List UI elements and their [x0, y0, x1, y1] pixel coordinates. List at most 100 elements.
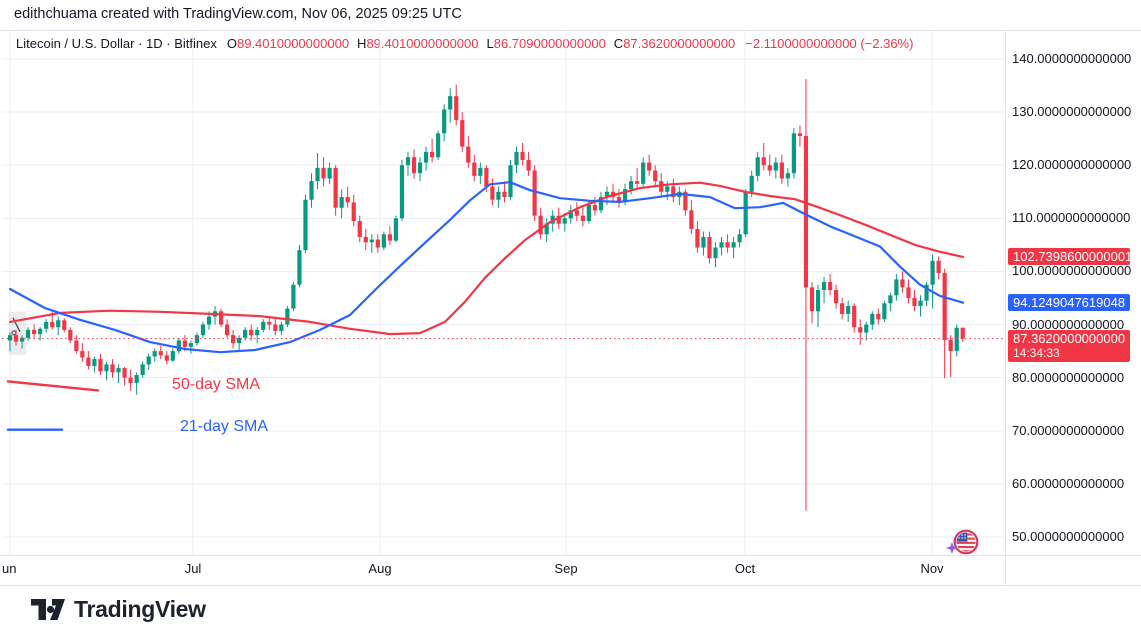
sparkle-icon	[946, 542, 958, 554]
frame-bottom-border	[0, 585, 1141, 586]
candle-body	[484, 167, 489, 187]
candle-body	[339, 197, 344, 208]
candle-body	[912, 297, 917, 306]
candle-body	[200, 324, 206, 336]
candle-body	[948, 339, 953, 352]
candle-body	[556, 215, 561, 224]
candle-body	[695, 228, 700, 248]
sma50-line	[8, 181, 965, 336]
candle-body	[297, 250, 302, 285]
candle-body	[490, 186, 495, 200]
candle-body	[707, 236, 712, 259]
trendline-drawings[interactable]	[6, 311, 100, 431]
candle-body	[321, 167, 326, 179]
event-marker-icon[interactable]	[946, 529, 979, 555]
candle-body	[98, 359, 103, 372]
candle-body	[7, 335, 13, 341]
candle-body	[586, 205, 591, 221]
candle-body	[261, 321, 266, 330]
candle-body	[62, 320, 67, 330]
candle-body	[562, 218, 567, 224]
price-axis-label: 140.0000000000000	[1012, 51, 1132, 66]
candle-body	[363, 236, 368, 243]
candle-body	[834, 290, 839, 304]
candle-body	[821, 282, 827, 291]
price-axis-label: 100.0000000000000	[1012, 263, 1132, 279]
last-price-badge: 87.3620000000000 14:34:33	[1008, 329, 1130, 362]
candle-body	[237, 337, 242, 344]
grid-lines	[2, 30, 1005, 555]
open-value: 89.4010000000000	[236, 36, 350, 51]
candle-body	[713, 247, 718, 259]
sma21-line	[8, 181, 965, 354]
candle-body	[417, 162, 423, 174]
candle-body	[930, 260, 935, 285]
candle-body	[906, 287, 911, 298]
candle-body	[194, 335, 200, 344]
candle-body	[206, 316, 212, 325]
time-axis-label: Nov	[920, 561, 944, 576]
high-value: 89.4010000000000	[366, 36, 479, 51]
candle-body	[164, 355, 169, 361]
candle-body	[520, 151, 525, 160]
candle-body	[894, 279, 899, 296]
tradingview-logo-icon	[31, 599, 65, 620]
tradingview-logo[interactable]: TradingView	[30, 596, 206, 623]
time-axis[interactable]: un Jul Aug Sep Oct Nov	[0, 555, 1005, 585]
candle-body	[580, 215, 585, 221]
candle-body	[170, 351, 175, 361]
candle-body	[876, 313, 881, 320]
candle-body	[423, 151, 429, 163]
symbol-title[interactable]: Litecoin / U.S. Dollar · 1D · Bitfinex	[16, 36, 217, 51]
candle-body	[785, 173, 790, 179]
candle-body	[411, 157, 417, 174]
candle-body	[840, 303, 845, 314]
candle-body	[942, 273, 947, 340]
candle-body	[574, 210, 579, 216]
bar-countdown: 14:34:33	[1013, 345, 1060, 360]
candle-body	[279, 324, 284, 331]
trendline[interactable]	[6, 380, 100, 392]
candle-body	[767, 165, 772, 171]
candle-body	[38, 328, 43, 335]
candle-body	[399, 165, 405, 219]
candle-body	[809, 287, 815, 312]
candle-body	[146, 356, 151, 365]
candle-body	[303, 199, 308, 251]
candle-body	[598, 197, 604, 211]
candle-body	[44, 321, 49, 329]
candle-body	[345, 197, 350, 203]
candle-body	[544, 223, 549, 235]
candle-body	[74, 340, 79, 352]
candle-body	[870, 313, 875, 325]
candle-body	[86, 357, 91, 366]
candle-body	[255, 329, 260, 336]
last-price-value: 87.3620000000000	[1013, 330, 1126, 346]
candle-body	[134, 375, 139, 383]
candle-body	[858, 327, 863, 333]
candle-body	[405, 157, 411, 166]
candle-body	[267, 321, 272, 325]
candle-body	[387, 234, 392, 241]
change-value: −2.1100000000000 (−2.36%)	[745, 36, 914, 51]
price-axis-label: 60.0000000000000	[1012, 475, 1125, 491]
candle-body	[436, 133, 441, 158]
candle-body	[122, 368, 127, 378]
candle-body	[635, 181, 640, 184]
time-axis-label: Oct	[734, 561, 756, 576]
candle-body	[285, 308, 290, 325]
candle-body	[381, 234, 386, 248]
symbol-header[interactable]: Litecoin / U.S. Dollar · 1D · Bitfinex O…	[16, 36, 913, 51]
sma50-price-badge: 102.7398600000001	[1008, 247, 1132, 265]
price-axis[interactable]: 140.0000000000000 130.0000000000000 120.00…	[1005, 30, 1141, 555]
high-label: H	[357, 36, 367, 51]
candle-body	[846, 305, 851, 314]
candle-body	[701, 236, 706, 248]
candle-body	[815, 290, 821, 312]
close-label: C	[613, 36, 624, 51]
close-value: 87.3620000000000	[623, 36, 736, 51]
candle-body	[430, 151, 435, 158]
low-value: 86.7090000000000	[493, 36, 606, 51]
candle-body	[231, 335, 236, 344]
